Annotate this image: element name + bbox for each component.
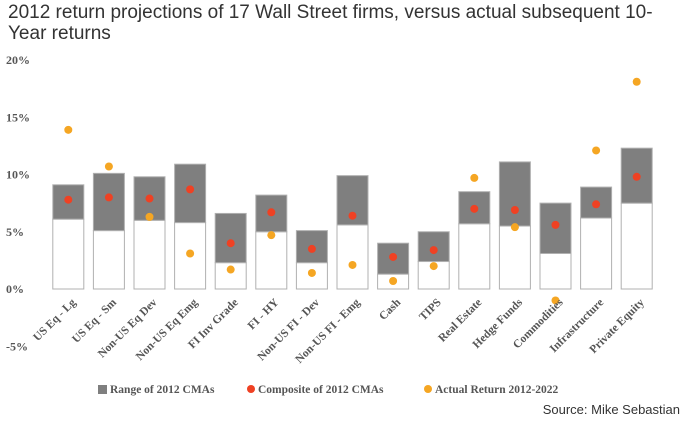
y-tick-label: 20%: [6, 53, 30, 67]
y-tick-label: -5%: [6, 339, 28, 353]
range-bar: [377, 242, 410, 275]
source-note: Source: Mike Sebastian: [542, 402, 680, 417]
composite-point: [389, 252, 398, 261]
legend-label-actual: Actual Return 2012-2022: [435, 384, 559, 396]
actual-point: [64, 125, 73, 134]
y-tick-label: 10%: [6, 168, 30, 182]
actual-point: [551, 296, 560, 305]
composite-point: [226, 239, 235, 248]
range-base-bar: [539, 253, 572, 290]
actual-point: [470, 173, 479, 182]
range-bar: [498, 161, 531, 227]
category-label: TIPS: [417, 297, 444, 324]
range-base-bar: [458, 223, 491, 290]
actual-point: [307, 268, 316, 277]
range-base-bar: [92, 230, 125, 290]
composite-point: [632, 172, 641, 181]
range-base-bar: [336, 224, 369, 290]
range-base-bar: [255, 231, 288, 290]
actual-point: [389, 276, 398, 285]
legend-swatch-composite: [247, 385, 255, 393]
category-label: Cash: [377, 296, 404, 323]
range-bar: [174, 163, 207, 224]
actual-point: [429, 262, 438, 271]
legend-swatch-actual: [424, 385, 432, 393]
composite-point: [592, 200, 601, 209]
composite-point: [104, 193, 113, 202]
range-base-bar: [580, 217, 613, 290]
range-base-bar: [52, 218, 85, 290]
composite-point: [186, 185, 195, 194]
actual-point: [104, 162, 113, 171]
composite-point: [429, 246, 438, 255]
composite-point: [307, 244, 316, 253]
actual-point: [348, 260, 357, 269]
legend-label-range: Range of 2012 CMAs: [110, 384, 215, 396]
legend-label-composite: Composite of 2012 CMAs: [258, 384, 384, 396]
composite-point: [551, 220, 560, 229]
chart-title: 2012 return projections of 17 Wall Stree…: [8, 2, 653, 44]
composite-point: [64, 195, 73, 204]
composite-point: [470, 204, 479, 213]
range-base-bar: [498, 225, 531, 290]
range-bar: [92, 172, 125, 232]
range-base-bar: [133, 219, 166, 290]
actual-point: [226, 265, 235, 274]
composite-point: [145, 194, 154, 203]
y-tick-label: 5%: [6, 225, 24, 239]
actual-point: [510, 223, 519, 232]
composite-point: [348, 211, 357, 220]
category-label: FI - HY: [246, 296, 282, 332]
actual-point: [267, 231, 276, 240]
actual-point: [632, 77, 641, 86]
composite-point: [267, 208, 276, 217]
composite-point: [510, 205, 519, 214]
range-base-bar: [620, 202, 653, 290]
legend-swatch-range: [98, 385, 107, 394]
y-tick-label: 0%: [6, 282, 24, 296]
actual-point: [145, 212, 154, 221]
range-bar: [214, 212, 247, 264]
actual-point: [592, 146, 601, 155]
y-tick-label: 15%: [6, 110, 30, 124]
actual-point: [186, 249, 195, 258]
